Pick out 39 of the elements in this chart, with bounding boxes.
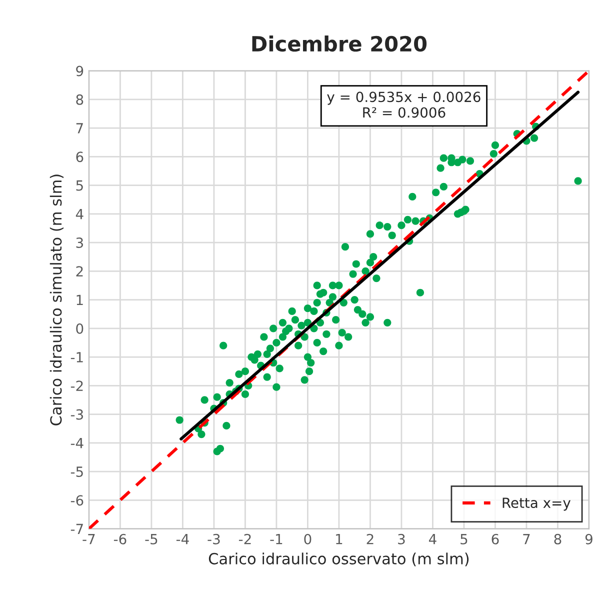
y-tick-label: -4 (70, 438, 84, 448)
x-tick-label: -2 (238, 534, 251, 544)
x-tick-label: -3 (208, 534, 220, 544)
x-tick-label: -7 (82, 534, 95, 544)
y-tick-label: 2 (76, 266, 83, 276)
y-tick-label: -6 (70, 495, 84, 506)
x-tick-label: 4 (428, 534, 436, 544)
y-tick-label: 6 (76, 152, 84, 162)
y-tick-label: 4 (76, 209, 84, 220)
x-tick-label: 6 (492, 534, 499, 544)
y-tick-label: 5 (76, 180, 83, 191)
chart-title: Dicembre 2020 (252, 36, 427, 52)
x-tick-label: 2 (366, 534, 374, 544)
y-tick-label: 3 (76, 238, 83, 248)
annotation: y = 0.9535x + 0.0026 R² = 0.9006 (327, 92, 480, 118)
y-tick-label: -1 (70, 352, 83, 362)
x-tick-label: 3 (398, 534, 405, 544)
x-tick-label: -1 (270, 534, 282, 544)
x-tick-label: -6 (114, 534, 126, 544)
y-tick-label: 0 (76, 323, 84, 334)
x-tick-label: 7 (523, 534, 530, 544)
y-tick-label: 8 (76, 94, 84, 105)
x-tick-label: 9 (585, 534, 592, 544)
y-tick-label: -3 (70, 409, 83, 420)
x-tick-label: 5 (460, 534, 468, 544)
x-tick-label: 1 (336, 534, 342, 544)
x-axis-title: Carico idraulico osservato (m slm) (208, 552, 469, 566)
y-tick-label: -5 (70, 466, 83, 477)
y-tick-label: -7 (70, 524, 83, 534)
y-tick-label: 1 (76, 294, 83, 306)
y-tick-label: -2 (70, 380, 83, 391)
y-tick-label: 7 (76, 123, 83, 134)
x-tick-label: -5 (145, 534, 158, 544)
x-tick-label: 8 (554, 534, 562, 544)
y-tick-label: 9 (76, 66, 84, 76)
x-tick-label: 0 (304, 534, 312, 544)
x-tick-label: -4 (176, 534, 189, 544)
y-axis-title: Carico idraulico simulato (m slm) (50, 174, 64, 426)
legend-label: Retta x=y (502, 498, 571, 511)
